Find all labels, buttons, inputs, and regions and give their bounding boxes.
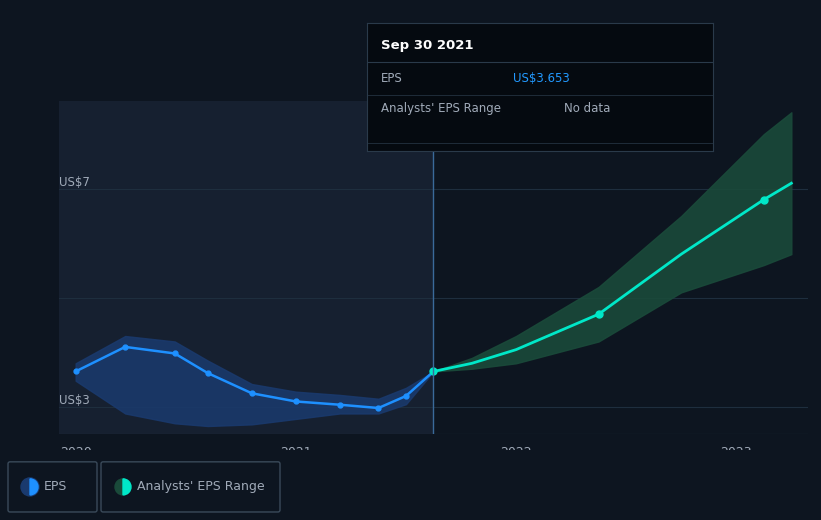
Text: Analysts Forecasts: Analysts Forecasts (450, 110, 560, 123)
Text: 2021: 2021 (280, 446, 312, 459)
Text: US$3.653: US$3.653 (512, 72, 569, 85)
Text: No data: No data (565, 102, 611, 115)
Wedge shape (22, 479, 30, 495)
Text: Analysts' EPS Range: Analysts' EPS Range (137, 480, 264, 493)
Text: US$7: US$7 (59, 176, 90, 189)
Text: EPS: EPS (44, 480, 67, 493)
Circle shape (21, 478, 39, 496)
Text: US$3: US$3 (59, 394, 89, 407)
Text: Actual: Actual (383, 110, 425, 123)
Wedge shape (123, 479, 131, 495)
FancyBboxPatch shape (8, 462, 97, 512)
Text: Sep 30 2021: Sep 30 2021 (381, 38, 474, 51)
Text: 2020: 2020 (60, 446, 91, 459)
Wedge shape (30, 479, 38, 495)
Text: Analysts' EPS Range: Analysts' EPS Range (381, 102, 501, 115)
Text: 2022: 2022 (500, 446, 532, 459)
Bar (59, 101, 433, 434)
Text: 2023: 2023 (721, 446, 752, 459)
FancyBboxPatch shape (101, 462, 280, 512)
Wedge shape (115, 479, 123, 495)
Text: EPS: EPS (381, 72, 402, 85)
